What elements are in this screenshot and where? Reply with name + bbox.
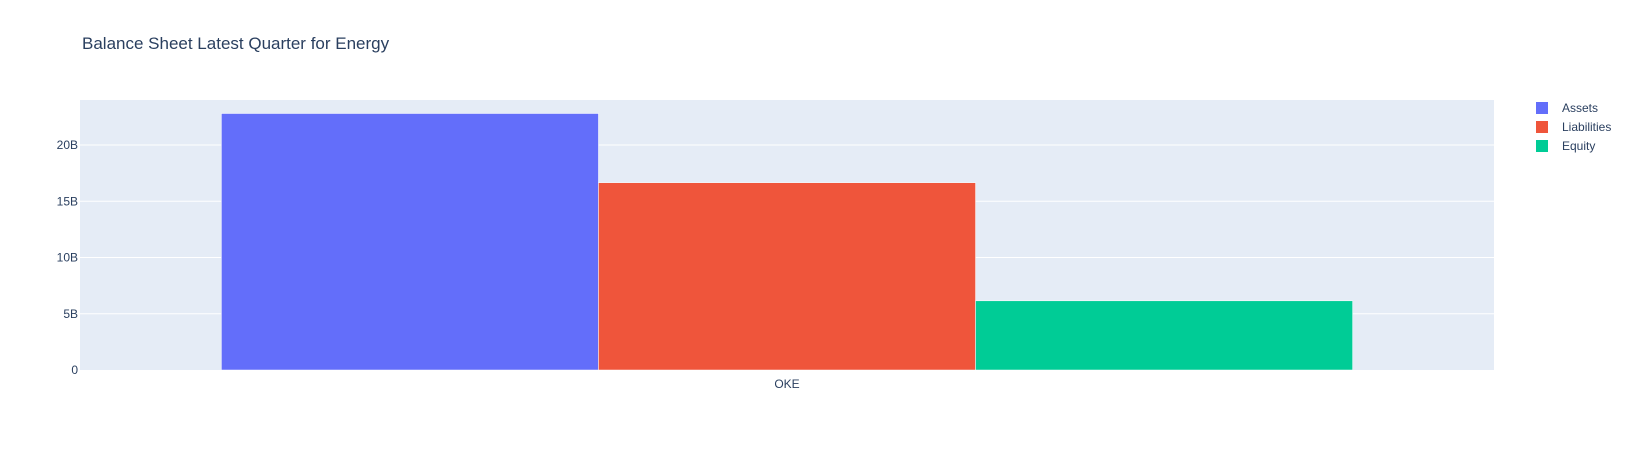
y-tick-label: 10B — [57, 251, 78, 265]
legend-swatch — [1536, 102, 1548, 114]
y-tick-label: 5B — [63, 307, 78, 321]
chart-title: Balance Sheet Latest Quarter for Energy — [82, 34, 390, 53]
legend-swatch — [1536, 140, 1548, 152]
legend-swatch — [1536, 121, 1548, 133]
legend-item-equity[interactable]: Equity — [1536, 139, 1595, 153]
legend-label: Equity — [1562, 139, 1595, 153]
legend-label: Assets — [1562, 101, 1598, 115]
y-tick-label: 0 — [71, 363, 78, 377]
legend-item-liabilities[interactable]: Liabilities — [1536, 120, 1611, 134]
x-tick-label: OKE — [774, 377, 799, 391]
bar-liabilities[interactable] — [598, 182, 976, 371]
y-tick-label: 20B — [57, 138, 78, 152]
legend: Assets Liabilities Equity — [1536, 101, 1611, 153]
x-axis: OKE — [774, 377, 799, 391]
y-axis: 0 5B 10B 15B 20B — [57, 138, 79, 377]
legend-label: Liabilities — [1562, 120, 1611, 134]
bars — [221, 113, 1353, 371]
bar-equity[interactable] — [975, 300, 1353, 371]
legend-item-assets[interactable]: Assets — [1536, 101, 1598, 115]
bar-assets[interactable] — [221, 113, 599, 371]
y-tick-label: 15B — [57, 194, 78, 208]
